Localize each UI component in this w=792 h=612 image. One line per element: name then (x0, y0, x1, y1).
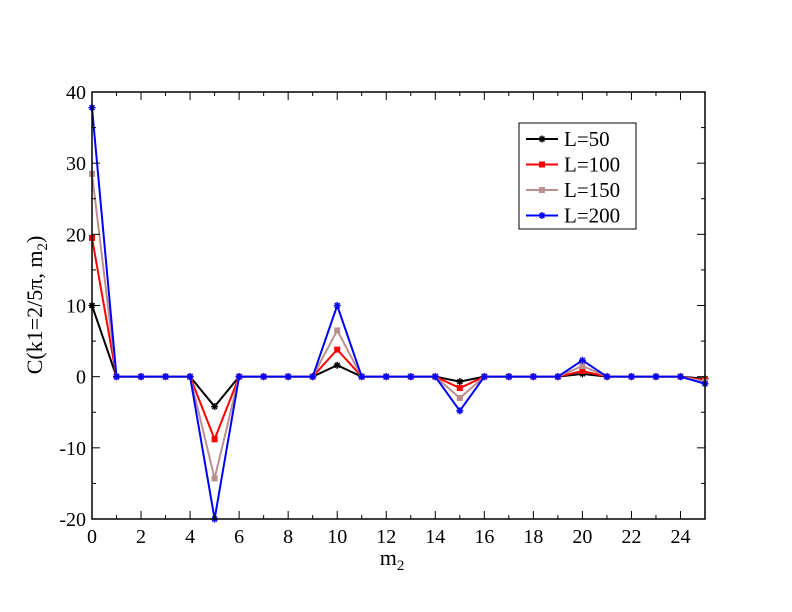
legend-marker (539, 161, 545, 168)
series-line (91, 107, 706, 520)
y-axis-label-close: ) (22, 236, 47, 243)
y-tick-label: 10 (66, 296, 86, 318)
data-point (211, 403, 219, 411)
data-point (260, 373, 268, 381)
x-tick-label: 0 (87, 526, 97, 548)
data-point (334, 327, 341, 334)
data-point (162, 373, 170, 381)
legend-marker (538, 135, 546, 143)
x-axis-label-base: m (380, 545, 397, 570)
data-point (676, 373, 684, 381)
x-tick-label: 18 (523, 526, 543, 548)
y-axis-label: C(k1=2/5π, m2) (22, 236, 51, 375)
legend-label: L=50 (564, 127, 610, 151)
data-point (407, 373, 415, 381)
x-tick-label: 12 (376, 526, 396, 548)
series-1 (88, 302, 709, 411)
legend-box (518, 122, 637, 230)
x-tick-label: 24 (670, 526, 690, 548)
series-layer (88, 104, 709, 523)
y-tick-label: 30 (66, 153, 86, 175)
legend-label: L=100 (564, 153, 620, 177)
y-tick-label: 40 (66, 82, 86, 104)
legend-marker (539, 187, 545, 193)
data-point (529, 373, 537, 381)
data-point (333, 361, 341, 369)
x-tick-label: 20 (572, 526, 592, 548)
data-point (211, 475, 218, 482)
x-tick-label: 16 (474, 526, 494, 548)
data-point (652, 373, 660, 381)
data-point (333, 302, 341, 309)
legend-label: L=150 (564, 178, 620, 202)
series-4 (88, 104, 709, 523)
x-tick-label: 8 (283, 526, 293, 548)
data-point (334, 346, 341, 353)
data-point (579, 367, 586, 374)
data-point (113, 373, 121, 381)
series-2 (89, 234, 708, 443)
data-point (456, 395, 463, 402)
data-point (358, 373, 366, 381)
x-tick-label: 4 (185, 526, 195, 548)
legend-marker (538, 212, 546, 219)
x-tick-label: 6 (234, 526, 244, 548)
data-point (211, 436, 218, 443)
data-point (456, 407, 464, 415)
x-tick-label: 14 (425, 526, 445, 548)
data-point (382, 373, 390, 381)
data-point (309, 373, 317, 381)
data-point (137, 373, 145, 381)
y-axis-label-main: C(k1=2/5π, m (22, 251, 47, 375)
series-line (91, 237, 706, 443)
y-axis-label-sub: 2 (35, 243, 51, 251)
data-point (456, 385, 463, 392)
data-point (627, 373, 635, 381)
data-point (456, 378, 464, 386)
x-tick-label: 22 (621, 526, 641, 548)
legend-label: L=200 (564, 204, 620, 228)
y-tick-label: 0 (76, 367, 86, 389)
series-line (91, 305, 706, 409)
data-point (480, 373, 488, 381)
data-point (579, 362, 586, 369)
data-point (578, 356, 586, 364)
data-point (554, 373, 562, 381)
y-tick-label: -10 (59, 438, 86, 460)
data-point (603, 373, 611, 381)
data-point (284, 373, 292, 381)
data-point (505, 373, 513, 381)
x-axis-label-sub: 2 (397, 558, 405, 574)
x-tick-label: 10 (327, 526, 347, 548)
data-point (186, 373, 194, 381)
x-axis-label: m2 (380, 545, 405, 574)
x-tick-label: 2 (136, 526, 146, 548)
y-tick-label: 20 (66, 224, 86, 246)
data-point (235, 373, 243, 381)
data-point (431, 373, 439, 381)
y-tick-label: -20 (59, 509, 86, 531)
